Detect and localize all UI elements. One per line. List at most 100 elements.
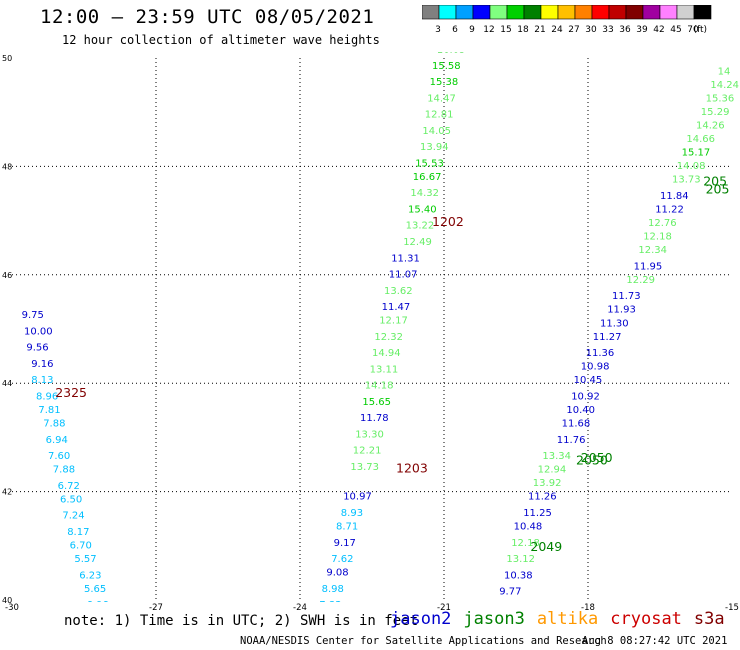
legend-swatch <box>693 5 712 20</box>
satellite-s3a: s3a <box>693 609 725 629</box>
wave-height-point: 7.81 <box>38 405 60 416</box>
wave-height-point: 17.48 <box>442 12 471 23</box>
pass-time-label: 1203 <box>396 461 428 476</box>
wave-height-point: 14.08 <box>677 161 706 172</box>
wave-height-point: 10.48 <box>514 522 543 533</box>
footnote: note: 1) Time is in UTC; 2) SWH is in fe… <box>64 613 419 629</box>
wave-height-point: 8.13 <box>31 375 53 386</box>
wave-height-point: 12.18 <box>643 232 672 243</box>
legend-label: 30 <box>585 25 597 35</box>
plot-area: 9.75 10.00 9.56 9.16 8.13 8.96 7.81 7.88 6.94 7.6… <box>2 0 739 612</box>
wave-height-point: 9.75 <box>22 310 44 321</box>
wave-height-point: 11.76 <box>557 435 586 446</box>
wave-height-point: 15.29 <box>701 107 730 118</box>
x-tick-label: -21 <box>437 603 451 612</box>
wave-height-point: 11.78 <box>360 413 389 424</box>
wave-height-point: 15.65 <box>362 397 391 408</box>
y-tick-label: 42 <box>2 488 12 497</box>
wave-height-point: 11.31 <box>391 253 420 264</box>
pass-time-label: 205 <box>703 173 727 188</box>
legend-label: 9 <box>469 25 475 35</box>
wave-height-point: 13.30 <box>355 429 384 440</box>
x-tick-label: -27 <box>149 603 163 612</box>
wave-height-point: 11.27 <box>593 332 622 343</box>
wave-height-point: 10.98 <box>581 362 610 373</box>
wave-height-point: 7.24 <box>62 511 84 522</box>
wave-height-point: 9.08 <box>326 568 348 579</box>
wave-height-point: 16.05 <box>437 45 466 56</box>
wave-height-point: 7.88 <box>43 419 65 430</box>
wave-height-point: 15.38 <box>430 77 459 88</box>
wave-height-point: 13.94 <box>420 142 449 153</box>
wave-height-point: 14.18 <box>365 381 394 392</box>
wave-height-point: 10.40 <box>566 405 595 416</box>
wave-height-point: 8.93 <box>341 508 363 519</box>
wave-height-point: 10.92 <box>571 391 600 402</box>
wave-height-point: 7.83 <box>319 600 341 611</box>
credit-line: NOAA/NESDIS Center for Satellite Applica… <box>240 635 607 647</box>
wave-height-point: 5.57 <box>74 554 96 565</box>
color-legend: 3 6 9 12 15 18 21 24 27 30 33 36 39 42 45 70(ft) <box>422 5 712 35</box>
x-tick-label: -24 <box>293 603 307 612</box>
wave-height-point: 12.17 <box>379 316 408 327</box>
wave-height-point: 13.73 <box>350 462 379 473</box>
wave-height-point: 11.93 <box>607 305 636 316</box>
legend-label: 27 <box>568 25 579 35</box>
wave-height-point: 10.97 <box>343 492 372 503</box>
legend-label: 36 <box>619 25 631 35</box>
wave-height-point: 6.06 <box>86 600 108 611</box>
legend-unit: (ft) <box>693 25 707 35</box>
wave-height-point: 11.30 <box>600 318 629 329</box>
wave-height-point: 15.17 <box>682 148 711 159</box>
pass-time-label: 2325 <box>55 385 87 400</box>
wave-height-point: 13.34 <box>542 451 571 462</box>
wave-height-point: 6.70 <box>70 541 92 552</box>
pass-time-label: 205 <box>706 182 730 197</box>
wave-height-point: 6.23 <box>79 570 101 581</box>
wave-height-point: 12.49 <box>403 237 432 248</box>
wave-height-point: 12.32 <box>374 332 403 343</box>
wave-height-point: 6.94 <box>46 435 68 446</box>
legend-label: 18 <box>517 25 529 35</box>
y-tick-label: 40 <box>2 596 12 605</box>
legend-label: 70 <box>687 25 699 35</box>
wave-height-point: 9.77 <box>499 587 521 598</box>
wave-height-point: 12.29 <box>626 275 655 286</box>
y-tick-label: 50 <box>2 54 12 63</box>
satellite-legend: jason2 jason3 altika cryosat s3a <box>390 609 737 629</box>
wave-height-point: 11.22 <box>655 204 684 215</box>
wave-height-point: 13.11 <box>370 364 399 375</box>
legend-label: 6 <box>452 25 458 35</box>
wave-height-point: 15.58 <box>432 61 461 72</box>
wave-height-point: 14.05 <box>422 126 451 137</box>
satellite-altika: altika <box>536 609 599 629</box>
wave-height-point: 10.00 <box>24 326 53 337</box>
wave-height-point: 14.94 <box>372 348 401 359</box>
wave-height-point: 7.60 <box>48 451 70 462</box>
wave-height-point: 12.18 <box>511 538 540 549</box>
wave-height-point: 6.50 <box>60 494 82 505</box>
legend-label: 33 <box>602 25 613 35</box>
x-tick-label: -18 <box>581 603 595 612</box>
wave-height-point: 14.66 <box>686 134 715 145</box>
wave-height-point: 12.21 <box>353 446 382 457</box>
wave-height-point: 11.07 <box>389 270 418 281</box>
wave-height-point: 11.95 <box>634 261 663 272</box>
y-tick-label: 48 <box>2 162 12 171</box>
wave-height-point: 7.62 <box>331 554 353 565</box>
wave-height-point: 8.17 <box>67 527 89 538</box>
wave-height-point: 11.84 <box>660 191 689 202</box>
legend-label: 24 <box>551 25 563 35</box>
wave-height-point: 11.47 <box>382 302 411 313</box>
wave-height-point: 15.36 <box>706 93 735 104</box>
legend-label: 45 <box>670 25 681 35</box>
x-tick-label: -30 <box>5 603 19 612</box>
wave-height-point: 13.22 <box>406 221 435 232</box>
wave-height-point: 16.47 <box>446 0 475 7</box>
wave-height-point: 14.53 <box>439 28 468 39</box>
y-tick-label: 46 <box>2 271 12 280</box>
wave-height-point: 11.68 <box>562 419 591 430</box>
wave-height-point: 13.12 <box>506 554 535 565</box>
legend-label: 21 <box>534 25 545 35</box>
wave-height-point: 9.16 <box>31 359 53 370</box>
